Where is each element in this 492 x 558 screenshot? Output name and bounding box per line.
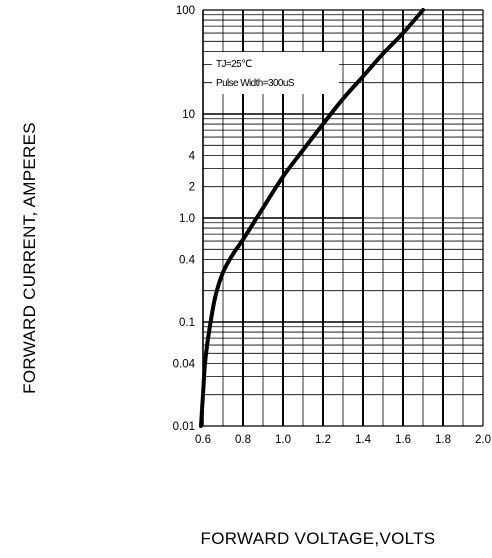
- y-axis-title: FORWARD CURRENT, AMPERES: [20, 122, 39, 394]
- y-tick-label: 2: [189, 182, 195, 194]
- y-tick-label: 100: [176, 5, 195, 17]
- y-tick-label: 0.1: [179, 317, 195, 329]
- y-tick-label: 0.01: [173, 421, 195, 433]
- y-tick-label: 0.4: [179, 254, 196, 266]
- x-tick-labels: 0.6 0.8 1.0 1.2 1.4 1.6 1.8 2.0: [195, 434, 491, 446]
- x-tick-label: 0.8: [235, 434, 251, 446]
- y-tick-label: 10: [182, 109, 195, 121]
- x-tick-label: 1.8: [435, 434, 451, 446]
- x-axis-title: FORWARD VOLTAGE,VOLTS: [201, 529, 436, 548]
- junction-temp-label: TJ=25℃: [216, 59, 252, 70]
- x-tick-label: 0.6: [195, 434, 211, 446]
- x-tick-label: 1.6: [395, 434, 411, 446]
- x-tick-label: 1.0: [275, 434, 291, 446]
- y-tick-label: 0.04: [173, 358, 196, 370]
- x-tick-label: 1.4: [355, 434, 372, 446]
- y-tick-labels: 100 10 4 2 1.0 0.4 0.1 0.04 0.01: [173, 5, 196, 433]
- x-tick-label: 1.2: [315, 434, 331, 446]
- y-tick-label: 4: [189, 150, 196, 162]
- conditions-box: [212, 52, 339, 94]
- series-forward-curve: [199, 8, 425, 428]
- pulse-width-label: Pulse Width=300uS: [216, 78, 295, 89]
- y-tick-label: 1.0: [179, 213, 195, 225]
- x-tick-label: 2.0: [475, 434, 491, 446]
